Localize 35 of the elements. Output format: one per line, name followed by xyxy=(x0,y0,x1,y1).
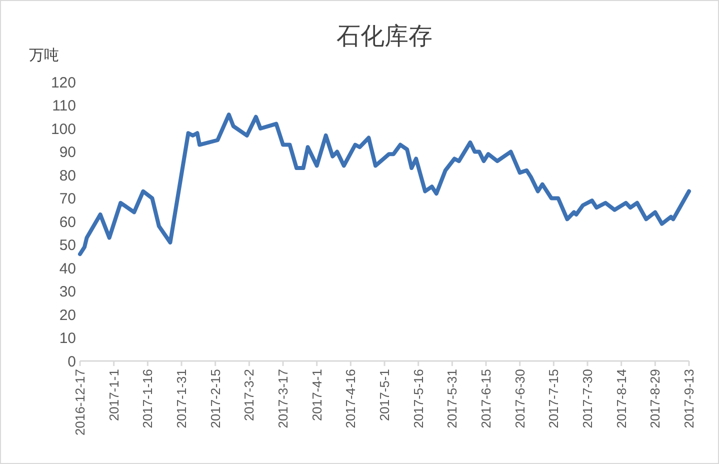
x-tick-label: 2017-9-13 xyxy=(682,369,697,428)
x-tick-label: 2017-5-31 xyxy=(444,369,460,428)
x-tick-label: 2017-1-16 xyxy=(140,369,156,428)
y-tick-label: 120 xyxy=(50,74,76,92)
y-tick-label: 110 xyxy=(52,98,76,114)
y-tick-label: 90 xyxy=(59,144,76,161)
y-tick-label: 0 xyxy=(68,353,76,370)
y-axis-title: 万吨 xyxy=(29,46,59,64)
y-tick-label: 40 xyxy=(59,260,76,278)
x-tick-label: 2017-8-14 xyxy=(614,369,629,428)
y-tick-label: 80 xyxy=(59,167,76,184)
x-tick-label: 2017-6-30 xyxy=(512,369,528,428)
y-tick-label: 100 xyxy=(50,120,76,138)
x-tick-label: 2017-7-15 xyxy=(546,369,562,428)
x-tick-label: 2017-7-30 xyxy=(580,369,596,428)
y-tick-label: 60 xyxy=(59,214,76,231)
y-tick-label: 50 xyxy=(59,237,76,254)
y-tick-label: 20 xyxy=(59,306,76,324)
chart-title: 石化库存 xyxy=(336,22,432,50)
x-tick-label: 2017-4-16 xyxy=(343,369,358,428)
line-series xyxy=(78,112,691,256)
x-tick-label: 2017-5-1 xyxy=(377,369,392,422)
x-tick-label: 2017-1-1 xyxy=(106,369,122,422)
x-tick-label: 2017-1-31 xyxy=(174,369,190,428)
x-tick-label: 2017-8-29 xyxy=(648,369,663,428)
x-tick-label: 2017-6-15 xyxy=(478,369,494,428)
y-tick-label: 70 xyxy=(59,190,76,208)
x-tick-label: 2016-12-17 xyxy=(72,369,88,436)
x-tick-label: 2017-3-17 xyxy=(276,369,291,428)
x-tick-label: 2017-3-2 xyxy=(242,369,257,422)
y-tick-label: 30 xyxy=(59,284,76,300)
x-tick-label: 2017-2-15 xyxy=(208,369,223,428)
y-tick-label: 10 xyxy=(59,330,76,347)
x-tick-label: 2017-5-16 xyxy=(410,369,426,428)
x-tick-label: 2017-4-1 xyxy=(309,369,324,422)
